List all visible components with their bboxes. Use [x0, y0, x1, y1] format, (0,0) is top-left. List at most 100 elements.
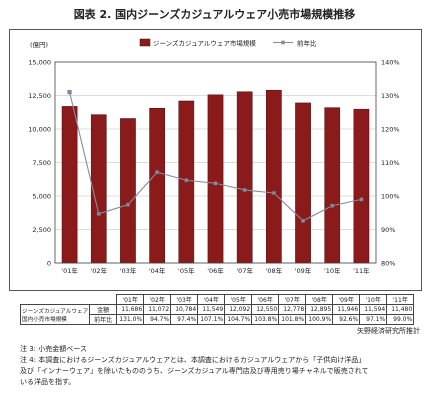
category-label: '10年 — [324, 266, 341, 275]
category-label: '02年 — [90, 266, 107, 275]
table-amount-label: 金額 — [89, 304, 118, 315]
table-corner — [21, 295, 90, 305]
left-tick-label: 10,000 — [28, 126, 51, 134]
right-tick-label: 80% — [381, 260, 395, 268]
chart-frame: 0 2,500 5,000 7,500 10,000 12,500 15,000 80% 90%… — [9, 29, 422, 291]
category-label: '05年 — [178, 266, 195, 275]
bar — [266, 89, 282, 264]
chart: 0 2,500 5,000 7,500 10,000 12,500 15,000 80% 90%… — [28, 38, 400, 276]
table-yoy-cell: 94.7% — [143, 314, 172, 325]
bar — [324, 107, 341, 264]
table-year-cell: '01年 — [116, 294, 145, 305]
table-year-cell: '04年 — [197, 294, 226, 305]
table-amount-cell: 11,946 — [332, 304, 361, 315]
table-yoy-cell: 107.1% — [197, 314, 226, 325]
notes: 注 3: 小売金額ベース 注 4: 本調査におけるジーンズカジュアルウェアとは、… — [20, 344, 415, 388]
data-table: '01年 '02年 '03年 '04年 '05年 '06年 '07年 '08年 '09年 '10年… — [19, 294, 415, 325]
table-row-header-line1: ジーンズカジュアルウェア — [22, 308, 89, 315]
table-corner-2 — [90, 295, 117, 305]
table-year-cell: '03年 — [170, 294, 199, 305]
table-yoy-cell: 100.9% — [305, 314, 334, 325]
yoy-point — [184, 178, 189, 183]
bar — [90, 114, 107, 264]
category-label: '08年 — [266, 266, 283, 275]
note-line: 及び「インナーウェア」を除いたもののうち、ジーンズカジュアル専門店及び専用売り場… — [20, 367, 369, 375]
left-axis-unit: (億円) — [30, 40, 48, 49]
yoy-point — [67, 90, 72, 95]
category-label: '01年 — [61, 266, 78, 275]
note-line: 注 4: 本調査におけるジーンズカジュアルウェアとは、本調査におけるカジュアルウ… — [20, 356, 366, 364]
table-yoy-cell: 101.8% — [278, 314, 307, 325]
table-year-cell: '06年 — [251, 294, 280, 305]
yoy-point — [155, 170, 160, 175]
table-amount-cell: 11,072 — [143, 304, 172, 315]
table-year-cell: '11年 — [386, 294, 415, 305]
right-tick-label: 130% — [381, 92, 400, 100]
table-year-cell: '02年 — [143, 294, 172, 305]
left-tick-label: 15,000 — [28, 59, 51, 67]
table-amount-cell: 10,784 — [170, 304, 199, 315]
table-amount-row: ジーンズカジュアルウェア 国内小売市場規模 金額 11,686 11,072 10,… — [19, 304, 415, 325]
bar — [295, 102, 311, 264]
yoy-line — [67, 90, 364, 223]
legend-line-label: 前年比 — [297, 39, 317, 48]
bar — [353, 108, 370, 264]
yoy-point — [301, 218, 306, 223]
source-credit: 矢野経済研究所推計 — [357, 327, 420, 335]
table-year-cell: '08年 — [305, 294, 334, 305]
category-label: '03年 — [120, 266, 137, 275]
category-label: '11年 — [353, 266, 370, 275]
bar — [236, 91, 253, 264]
category-label: '06年 — [207, 266, 224, 275]
table-year-cell: '07年 — [278, 294, 307, 305]
bar — [61, 106, 78, 264]
table-amount-cell: 12,778 — [278, 304, 307, 315]
table-yoy-cell: 131.0% — [116, 314, 145, 325]
table-yoy-row: 前年比 131.0% 94.7% 97.4% 107.1% 104.7% 103.8% 10… — [21, 314, 415, 325]
table-amount-cell: 12,092 — [224, 304, 253, 315]
yoy-point — [330, 203, 335, 208]
bar — [207, 94, 224, 264]
yoy-point — [125, 202, 130, 207]
bar — [120, 118, 136, 264]
table-year-cell: '05年 — [224, 294, 253, 305]
right-tick-label: 140% — [381, 59, 400, 67]
right-tick-label: 100% — [381, 193, 400, 201]
right-tick-label: 120% — [381, 126, 400, 134]
table-amount-cell: 11,480 — [386, 304, 415, 315]
legend-bar-swatch — [139, 38, 151, 47]
left-tick-label: 5,000 — [32, 193, 51, 201]
table-yoy-cell: 103.8% — [251, 314, 280, 325]
table-amount-cell: 12,550 — [251, 304, 280, 315]
table-yoy-cell: 97.4% — [170, 314, 199, 325]
right-tick-label: 90% — [381, 226, 395, 234]
table-amount-cell: 11,549 — [197, 304, 226, 315]
category-label: '04年 — [149, 266, 166, 275]
table-year-row: '01年 '02年 '03年 '04年 '05年 '06年 '07年 '08年 '09年 '10年… — [21, 294, 415, 305]
legend-line-marker — [281, 40, 285, 45]
table-yoy-cell: 92.6% — [332, 314, 361, 325]
table-amount-cell: 11,594 — [359, 304, 388, 315]
table-amount-cell: 11,686 — [116, 304, 145, 315]
yoy-point — [359, 197, 364, 202]
table-year-cell: '10年 — [359, 294, 388, 305]
table-yoy-cell: 97.1% — [359, 314, 388, 325]
table-yoy-cell: 99.0% — [386, 314, 415, 325]
bars — [61, 89, 370, 264]
legend-bar-label: ジーンズカジュアルウェア市場規模 — [153, 39, 256, 48]
chart-title: 図表 2. 国内ジーンズカジュアルウェア小売市場規模推移 — [73, 8, 356, 21]
yoy-point — [242, 187, 247, 192]
left-tick-label: 0 — [47, 260, 51, 268]
yoy-point — [96, 211, 101, 216]
left-tick-label: 12,500 — [28, 92, 51, 100]
note-line: いる洋品を指す。 — [20, 378, 76, 386]
note-line: 注 3: 小売金額ベース — [20, 345, 87, 353]
left-tick-label: 7,500 — [32, 159, 51, 167]
yoy-point — [271, 190, 276, 195]
left-tick-label: 2,500 — [32, 226, 51, 234]
right-tick-label: 110% — [381, 159, 400, 167]
plot-area — [54, 61, 377, 264]
table-yoy-label: 前年比 — [89, 314, 118, 325]
table-row-header: ジーンズカジュアルウェア 国内小売市場規模 — [19, 304, 91, 325]
table-year-cell: '09年 — [332, 294, 361, 305]
